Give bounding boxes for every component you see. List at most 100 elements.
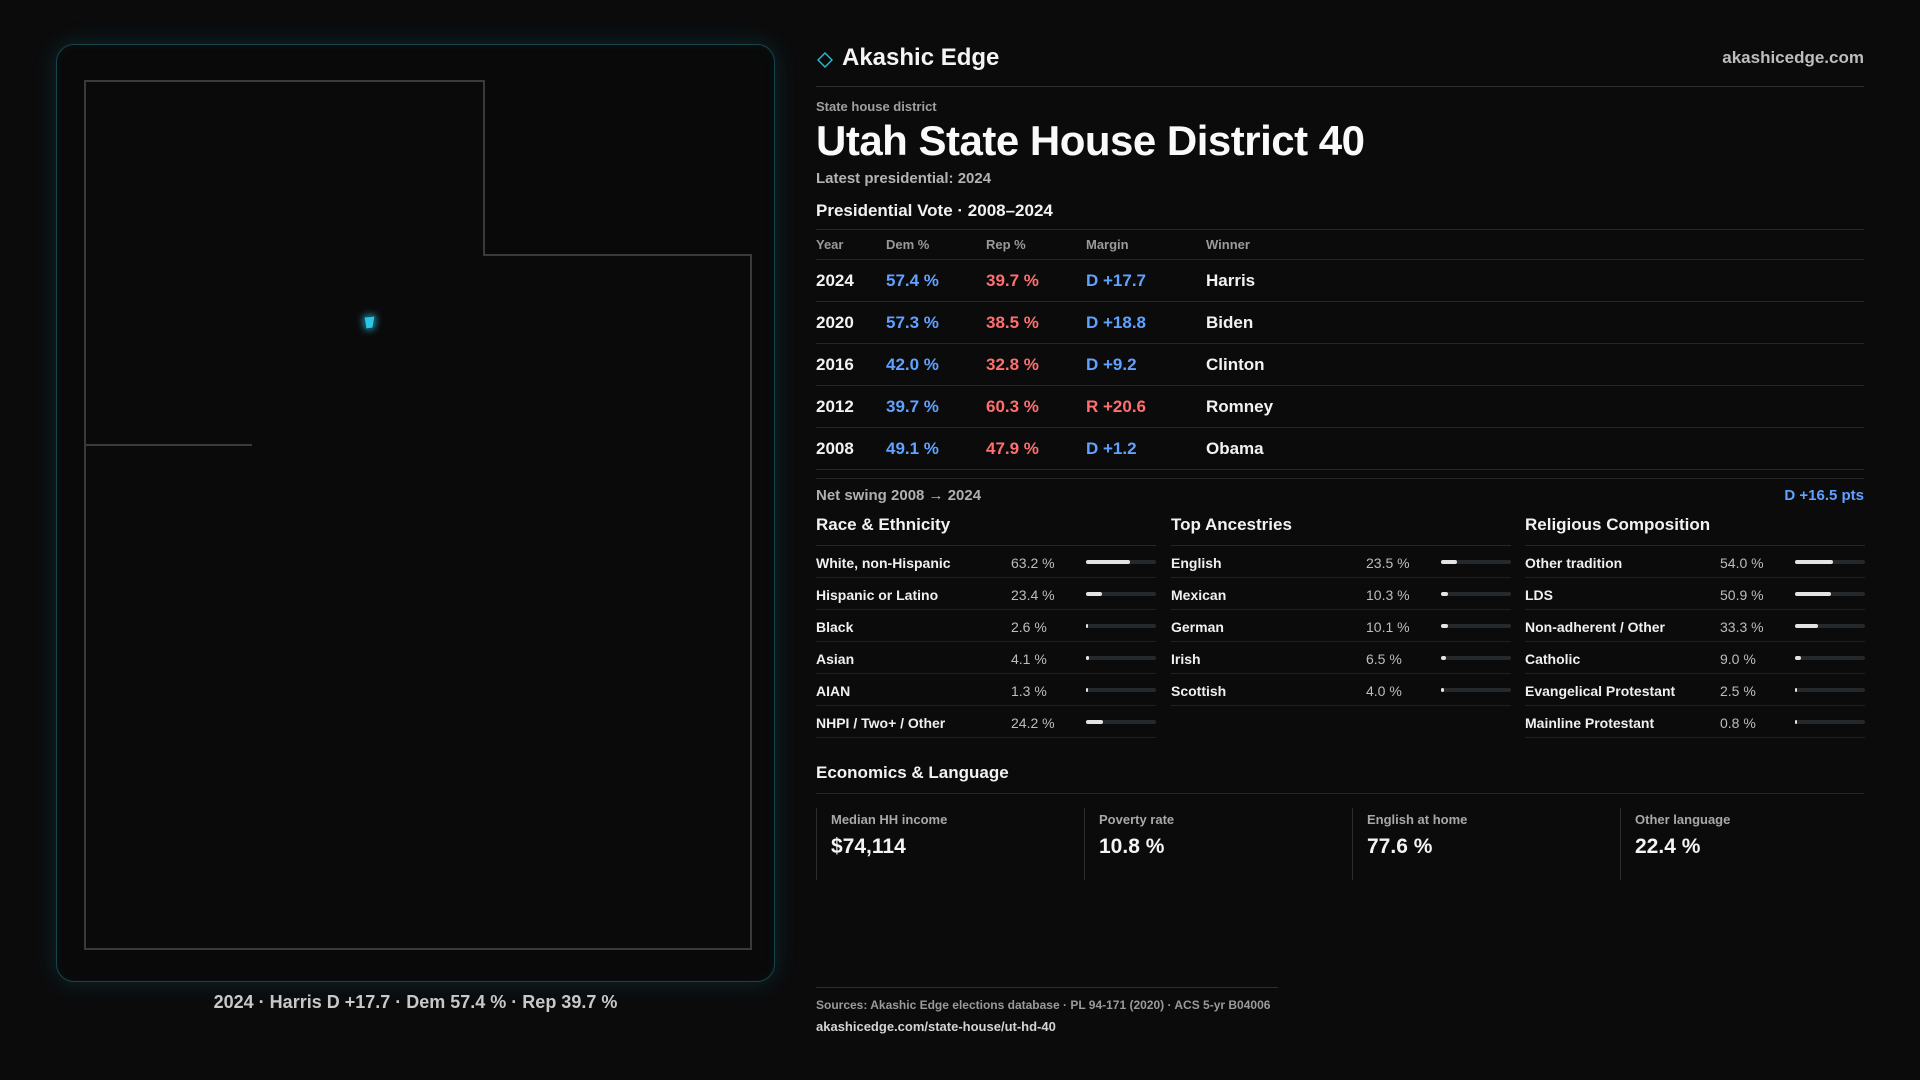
list-item: Hispanic or Latino 23.4 % [816, 578, 1156, 610]
item-pct: 0.8 % [1720, 715, 1756, 731]
item-pct: 23.5 % [1366, 555, 1410, 571]
item-label: Asian [816, 651, 855, 667]
economics-stats: Median HH income $74,114 Poverty rate 10… [816, 808, 1864, 898]
stat-value: 77.6 % [1367, 835, 1433, 858]
year-cell: 2024 [816, 259, 886, 302]
item-pct: 2.6 % [1011, 619, 1047, 635]
brand-name: Akashic Edge [842, 44, 1000, 71]
stat-label: English at home [1367, 812, 1468, 827]
pct-bar-fill [1086, 720, 1103, 724]
list-item: German 10.1 % [1171, 610, 1511, 642]
dem-cell: 42.0 % [886, 343, 986, 386]
net-swing-value: D +16.5 pts [1784, 487, 1864, 504]
list-item: Other tradition 54.0 % [1525, 546, 1865, 578]
winner-cell: Obama [1206, 427, 1864, 470]
winner-cell: Harris [1206, 259, 1864, 302]
brand-url[interactable]: akashicedge.com [1722, 48, 1864, 67]
pct-bar [1086, 592, 1156, 596]
table-row: 2016 42.0 % 32.8 % D +9.2 Clinton [816, 343, 1864, 386]
item-pct: 63.2 % [1011, 555, 1055, 571]
race-ethnicity-heading: Race & Ethnicity [816, 515, 1156, 546]
pct-bar [1795, 656, 1865, 660]
year-cell: 2012 [816, 385, 886, 428]
page-url-link[interactable]: akashicedge.com/state-house/ut-hd-40 [816, 1019, 1056, 1034]
pct-bar-fill [1795, 720, 1797, 724]
brand-header: Akashic Edge akashicedge.com [816, 44, 1864, 87]
item-label: Scottish [1171, 683, 1227, 699]
table-row: 2024 57.4 % 39.7 % D +17.7 Harris [816, 259, 1864, 302]
item-pct: 23.4 % [1011, 587, 1055, 603]
pct-bar [1086, 560, 1156, 564]
map-caption: 2024 · Harris D +17.7 · Dem 57.4 % · Rep… [213, 992, 618, 1012]
pct-bar-fill [1795, 656, 1802, 660]
stat-value: 10.8 % [1099, 835, 1165, 858]
net-swing-row: Net swing 2008 → 2024 D +16.5 pts [816, 478, 1864, 513]
table-row: 2020 57.3 % 38.5 % D +18.8 Biden [816, 301, 1864, 344]
col-year-header: Year [816, 230, 886, 260]
list-item: Evangelical Protestant 2.5 % [1525, 674, 1865, 706]
list-item: Mainline Protestant 0.8 % [1525, 706, 1865, 738]
list-item: LDS 50.9 % [1525, 578, 1865, 610]
list-item: NHPI / Two+ / Other 24.2 % [816, 706, 1156, 738]
stat-other-language: Other language 22.4 % [1620, 808, 1865, 880]
district-shape[interactable] [363, 315, 376, 330]
pct-bar-fill [1086, 592, 1103, 596]
col-winner-header: Winner [1206, 230, 1864, 260]
item-pct: 50.9 % [1720, 587, 1764, 603]
winner-cell: Romney [1206, 385, 1864, 428]
list-item: Asian 4.1 % [816, 642, 1156, 674]
margin-cell: D +9.2 [1086, 343, 1206, 386]
pct-bar-fill [1441, 688, 1444, 692]
pct-bar-fill [1441, 656, 1446, 660]
stat-label: Poverty rate [1099, 812, 1175, 827]
item-label: German [1171, 619, 1224, 635]
pct-bar-fill [1086, 560, 1131, 564]
table-row: 2008 49.1 % 47.9 % D +1.2 Obama [816, 427, 1864, 470]
race-ethnicity-block: Race & Ethnicity White, non-Hispanic 63.2… [816, 515, 1156, 738]
district-kind: State house district [816, 99, 937, 114]
pct-bar [1441, 592, 1511, 596]
pct-bar [1086, 720, 1156, 724]
list-item: Irish 6.5 % [1171, 642, 1511, 674]
demographics-section: Race & Ethnicity White, non-Hispanic 63.2… [816, 515, 1865, 755]
stat-median-income: Median HH income $74,114 [816, 808, 1061, 880]
map-panel[interactable] [56, 44, 775, 982]
economics-heading: Economics & Language [816, 763, 1864, 794]
list-item: English 23.5 % [1171, 546, 1511, 578]
item-pct: 24.2 % [1011, 715, 1055, 731]
pct-bar [1086, 624, 1156, 628]
rep-cell: 60.3 % [986, 385, 1086, 428]
pct-bar [1086, 656, 1156, 660]
pct-bar-fill [1086, 624, 1088, 628]
state-outline [84, 80, 752, 950]
rep-cell: 47.9 % [986, 427, 1086, 470]
dem-cell: 49.1 % [886, 427, 986, 470]
item-label: Other tradition [1525, 555, 1623, 571]
pct-bar [1795, 720, 1865, 724]
footer: Sources: Akashic Edge elections database… [816, 987, 1278, 1034]
pct-bar-fill [1795, 688, 1797, 692]
list-item: Scottish 4.0 % [1171, 674, 1511, 706]
item-label: Catholic [1525, 651, 1581, 667]
stat-poverty-rate: Poverty rate 10.8 % [1084, 808, 1329, 880]
dem-cell: 57.3 % [886, 301, 986, 344]
item-label: Black [816, 619, 854, 635]
pct-bar-fill [1795, 560, 1833, 564]
latest-presidential: Latest presidential: 2024 [816, 170, 992, 187]
item-label: AIAN [816, 683, 851, 699]
table-row: 2012 39.7 % 60.3 % R +20.6 Romney [816, 385, 1864, 428]
list-item: Black 2.6 % [816, 610, 1156, 642]
dem-cell: 39.7 % [886, 385, 986, 428]
pct-bar [1795, 592, 1865, 596]
margin-cell: D +18.8 [1086, 301, 1206, 344]
pct-bar [1795, 688, 1865, 692]
item-pct: 33.3 % [1720, 619, 1764, 635]
item-label: Irish [1171, 651, 1201, 667]
utah-state-map [84, 80, 752, 950]
stat-label: Other language [1635, 812, 1731, 827]
item-label: English [1171, 555, 1222, 571]
item-pct: 2.5 % [1720, 683, 1756, 699]
top-ancestries-heading: Top Ancestries [1171, 515, 1511, 546]
sources-text: Sources: Akashic Edge elections database… [816, 998, 1271, 1012]
col-margin-header: Margin [1086, 230, 1206, 260]
